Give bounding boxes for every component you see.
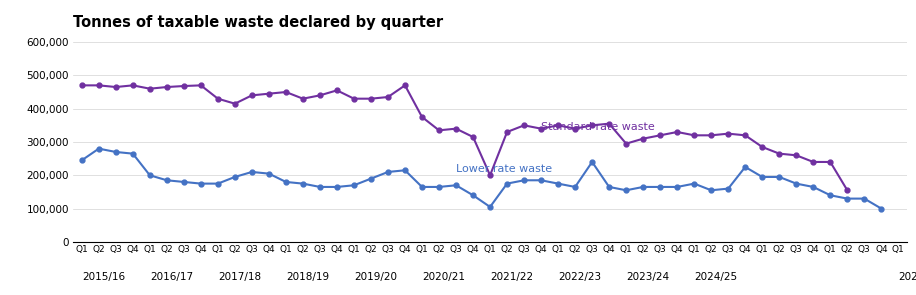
Text: 2019/20: 2019/20 bbox=[354, 273, 397, 282]
Text: 2024/25: 2024/25 bbox=[899, 273, 916, 282]
Text: 2018/19: 2018/19 bbox=[286, 273, 329, 282]
Text: 2016/17: 2016/17 bbox=[150, 273, 193, 282]
Text: Tonnes of taxable waste declared by quarter: Tonnes of taxable waste declared by quar… bbox=[73, 15, 443, 30]
Text: 2022/23: 2022/23 bbox=[558, 273, 601, 282]
Text: 2021/22: 2021/22 bbox=[490, 273, 533, 282]
Text: 2015/16: 2015/16 bbox=[82, 273, 125, 282]
Text: Lower rate waste: Lower rate waste bbox=[456, 164, 552, 174]
Text: 2024/25: 2024/25 bbox=[694, 273, 737, 282]
Text: Standard rate waste: Standard rate waste bbox=[541, 122, 655, 132]
Text: 2017/18: 2017/18 bbox=[218, 273, 261, 282]
Text: 2023/24: 2023/24 bbox=[627, 273, 670, 282]
Text: 2020/21: 2020/21 bbox=[422, 273, 465, 282]
